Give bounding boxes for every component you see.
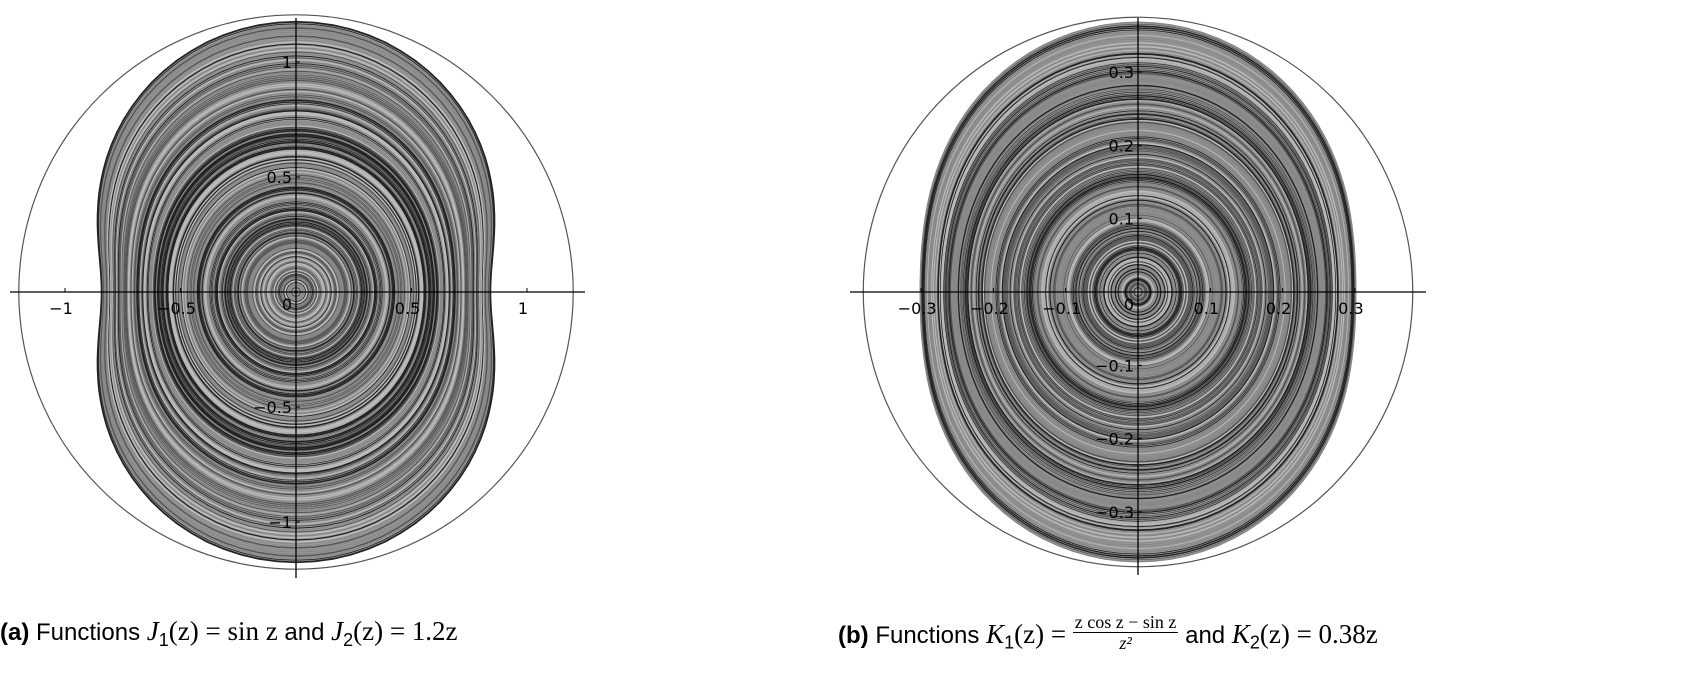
math-symbol: K (986, 618, 1005, 649)
x-tick-label: −1 (49, 299, 73, 318)
x-tick-label: −0.1 (1042, 299, 1081, 318)
y-tick-label: −0.5 (253, 398, 292, 417)
y-tick-label: 0.2 (1109, 136, 1134, 155)
y-tick-label: −1 (268, 513, 292, 532)
x-tick-label: −0.3 (898, 299, 937, 318)
math-symbol: K (1231, 618, 1250, 649)
caption-and: and (1185, 621, 1226, 649)
math-symbol: J (331, 616, 344, 646)
x-tick-label: −0.2 (970, 299, 1009, 318)
caption-text: Functions (875, 621, 980, 649)
math-subscript: 2 (343, 629, 354, 650)
caption-and: and (284, 619, 325, 646)
math-fraction: z cos z − sin z z² (1072, 612, 1179, 653)
caption-label: (a) (0, 619, 30, 646)
math-subscript: 1 (1004, 632, 1015, 653)
math-arg: (z) (1014, 618, 1045, 649)
math-arg: (z) (1259, 618, 1290, 649)
fraction-denominator: z² (1119, 633, 1132, 653)
math-expr: 1.2z (411, 616, 458, 646)
math-eq: = (383, 616, 412, 646)
math-expr: 0.38z (1318, 618, 1378, 649)
y-tick-label: −0.3 (1095, 503, 1134, 522)
y-tick-label: 0.1 (1109, 210, 1134, 229)
fraction-numerator: z cos z − sin z (1072, 612, 1179, 633)
origin-label: 0 (282, 295, 292, 314)
math-subscript: 1 (158, 629, 169, 650)
math-symbol: J (146, 616, 159, 646)
math-expr: sin z (227, 616, 278, 646)
x-tick-label: 0.2 (1266, 299, 1291, 318)
y-tick-label: −0.1 (1095, 356, 1134, 375)
x-tick-label: −0.5 (157, 299, 196, 318)
caption-a: (a) Functions J1(z) = sin z and J2(z) = … (0, 616, 458, 651)
math-subscript: 2 (1249, 632, 1260, 653)
math-eq: = (1044, 618, 1073, 649)
x-tick-label: 0.5 (395, 299, 420, 318)
plot-b: −0.3 −0.2 −0.1 0.1 0.2 0.3 0.3 0.2 0.1 −0.1 −0.2 −0… (850, 16, 1426, 575)
math-eq: = (1289, 618, 1319, 649)
caption-label: (b) (838, 621, 869, 649)
y-tick-label: 0.3 (1109, 63, 1134, 82)
y-tick-label: 0.5 (267, 168, 292, 187)
x-tick-label: 0.3 (1338, 299, 1363, 318)
origin-label: 0 (1124, 295, 1134, 314)
caption-b: (b) Functions K1(z) = z cos z − sin z z² … (838, 612, 1378, 657)
x-tick-label: 0.1 (1194, 299, 1219, 318)
math-arg: (z) (168, 616, 199, 646)
caption-text: Functions (36, 619, 141, 646)
x-tick-label: 1 (518, 299, 528, 318)
y-tick-label: −0.2 (1095, 430, 1134, 449)
y-tick-label: 1 (282, 53, 292, 72)
math-eq: = (198, 616, 228, 646)
math-arg: (z) (353, 616, 384, 646)
figure-plots: −1 −0.5 0.5 1 1 0.5 −0.5 −1 0 −0.3 −0.2 −0.1 0.1 0.2… (10, 14, 1426, 578)
plot-a: −1 −0.5 0.5 1 1 0.5 −0.5 −1 0 (10, 14, 585, 578)
